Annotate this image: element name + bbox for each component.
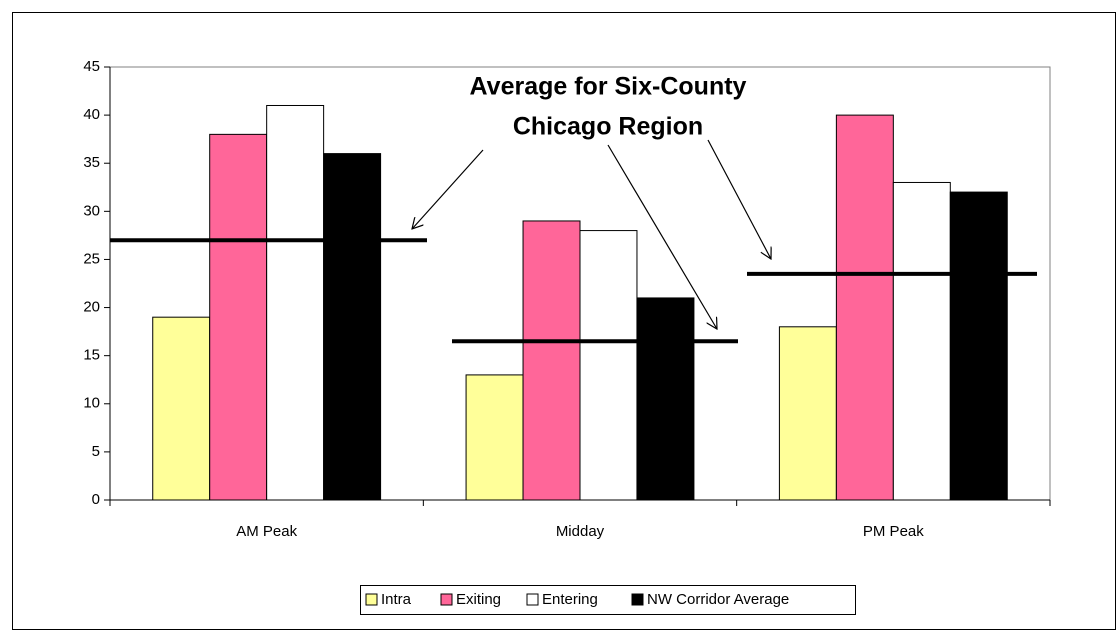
x-tick-label: PM Peak bbox=[863, 523, 924, 540]
y-tick-label: 45 bbox=[83, 58, 100, 75]
y-tick-label: 5 bbox=[92, 443, 100, 460]
x-tick-label: AM Peak bbox=[236, 523, 297, 540]
y-tick-label: 20 bbox=[83, 299, 100, 316]
bar bbox=[579, 230, 638, 501]
x-tick-label: Midday bbox=[556, 523, 605, 540]
legend-label: Exiting bbox=[456, 591, 501, 608]
bar bbox=[465, 374, 524, 501]
annotation-line: Average for Six-County bbox=[470, 73, 747, 101]
legend-swatch bbox=[631, 593, 644, 606]
bar bbox=[323, 153, 382, 501]
y-tick-label: 10 bbox=[83, 395, 100, 412]
bar bbox=[522, 220, 581, 501]
legend-label: Intra bbox=[381, 591, 412, 608]
bar bbox=[209, 133, 268, 501]
y-tick-label: 15 bbox=[83, 347, 100, 364]
y-tick-label: 30 bbox=[83, 202, 100, 219]
arrow bbox=[412, 149, 484, 229]
legend-swatch bbox=[440, 593, 453, 606]
bar bbox=[636, 297, 695, 501]
bar bbox=[266, 104, 325, 501]
y-tick-label: 35 bbox=[83, 154, 100, 171]
bar bbox=[949, 191, 1008, 501]
y-tick-label: 40 bbox=[83, 106, 100, 123]
bar bbox=[835, 114, 894, 501]
y-tick-label: 0 bbox=[92, 491, 100, 508]
legend-label: Entering bbox=[542, 591, 598, 608]
legend-swatch bbox=[365, 593, 378, 606]
bar bbox=[778, 326, 837, 501]
bar bbox=[152, 316, 211, 501]
annotation-line: Chicago Region bbox=[513, 113, 703, 141]
arrow bbox=[607, 144, 717, 329]
arrow bbox=[707, 139, 771, 259]
legend-swatch bbox=[526, 593, 539, 606]
y-tick-label: 25 bbox=[83, 250, 100, 267]
bar bbox=[892, 181, 951, 501]
legend-label: NW Corridor Average bbox=[647, 591, 789, 608]
